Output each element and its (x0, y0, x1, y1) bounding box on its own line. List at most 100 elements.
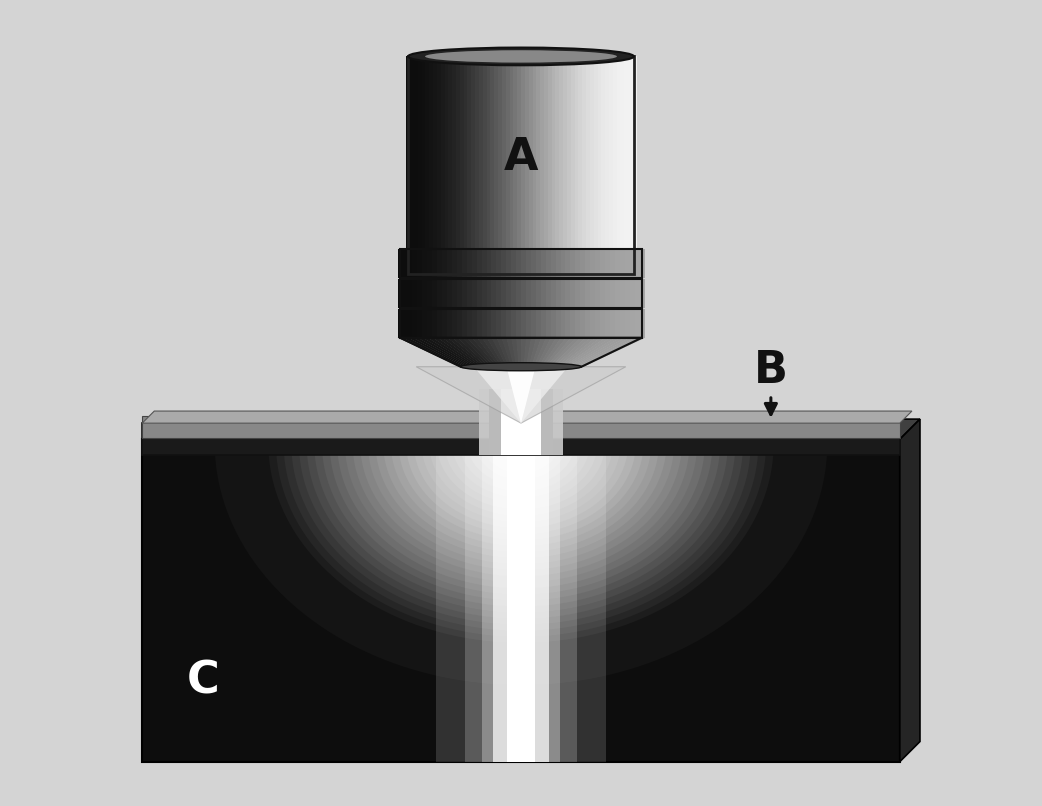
Polygon shape (456, 338, 492, 367)
Bar (537, 56, 541, 274)
Bar (615, 249, 620, 278)
Bar (462, 309, 468, 338)
Polygon shape (315, 443, 727, 606)
Bar (620, 249, 625, 278)
Polygon shape (548, 338, 581, 367)
Polygon shape (570, 338, 625, 367)
Bar (422, 56, 426, 274)
Polygon shape (516, 338, 522, 367)
Bar (427, 249, 432, 278)
Bar (629, 249, 636, 278)
Polygon shape (352, 443, 690, 576)
Polygon shape (452, 443, 590, 497)
Bar (600, 279, 605, 308)
Polygon shape (437, 443, 605, 509)
Bar (481, 279, 488, 308)
Bar (481, 309, 488, 338)
Bar (407, 249, 414, 278)
Polygon shape (523, 338, 531, 367)
Bar (476, 249, 482, 278)
Polygon shape (406, 443, 636, 534)
Polygon shape (468, 443, 574, 485)
Polygon shape (482, 443, 560, 473)
Bar (541, 309, 546, 338)
Bar (142, 416, 900, 438)
Bar (487, 309, 492, 338)
Polygon shape (573, 338, 630, 367)
Bar (482, 56, 488, 274)
Bar (501, 249, 507, 278)
Bar (476, 279, 482, 308)
Bar (575, 309, 581, 338)
Bar (590, 279, 596, 308)
Bar (448, 56, 453, 274)
Polygon shape (329, 443, 713, 594)
Bar (561, 279, 566, 308)
Bar (580, 279, 586, 308)
Bar (496, 249, 502, 278)
Polygon shape (512, 338, 519, 367)
Bar (447, 279, 452, 308)
Bar (563, 56, 568, 274)
Bar (521, 249, 526, 278)
Bar (432, 309, 438, 338)
Bar (406, 56, 411, 274)
Bar (492, 279, 497, 308)
Ellipse shape (461, 363, 581, 371)
Bar (640, 279, 645, 308)
Bar (442, 249, 448, 278)
Ellipse shape (408, 48, 634, 65)
Bar (613, 56, 618, 274)
Bar (597, 56, 602, 274)
Bar (492, 309, 497, 338)
Bar (595, 309, 600, 338)
Ellipse shape (425, 50, 617, 63)
Bar (413, 309, 418, 338)
Bar (528, 56, 534, 274)
Bar (570, 309, 576, 338)
Bar (555, 309, 562, 338)
Bar (546, 279, 551, 308)
Polygon shape (521, 338, 526, 367)
Polygon shape (487, 338, 507, 367)
Polygon shape (361, 443, 681, 570)
Polygon shape (462, 338, 495, 367)
Polygon shape (447, 338, 488, 367)
Bar (570, 279, 576, 308)
Bar (605, 249, 611, 278)
Polygon shape (215, 443, 827, 685)
Bar (414, 56, 419, 274)
Bar (442, 279, 448, 308)
Bar (498, 56, 502, 274)
Bar (462, 249, 468, 278)
Bar (551, 56, 556, 274)
Bar (526, 249, 531, 278)
Polygon shape (422, 338, 475, 367)
Bar (512, 279, 517, 308)
Bar (496, 279, 502, 308)
Polygon shape (460, 443, 582, 492)
Polygon shape (534, 338, 551, 367)
Bar (615, 279, 620, 308)
Bar (506, 249, 512, 278)
Polygon shape (421, 443, 621, 521)
Polygon shape (561, 338, 605, 367)
Bar (540, 56, 545, 274)
Bar (521, 56, 525, 274)
Bar (595, 279, 600, 308)
Bar (496, 309, 502, 338)
Polygon shape (407, 338, 468, 367)
Bar (400, 309, 642, 338)
Bar (624, 279, 630, 308)
Bar (548, 56, 552, 274)
Bar (437, 56, 442, 274)
Polygon shape (142, 411, 912, 423)
Bar (546, 309, 551, 338)
Bar (514, 56, 518, 274)
Polygon shape (900, 419, 920, 762)
Bar (425, 56, 430, 274)
Bar (590, 309, 596, 338)
Bar (640, 249, 645, 278)
Polygon shape (491, 443, 551, 467)
Bar (550, 309, 556, 338)
